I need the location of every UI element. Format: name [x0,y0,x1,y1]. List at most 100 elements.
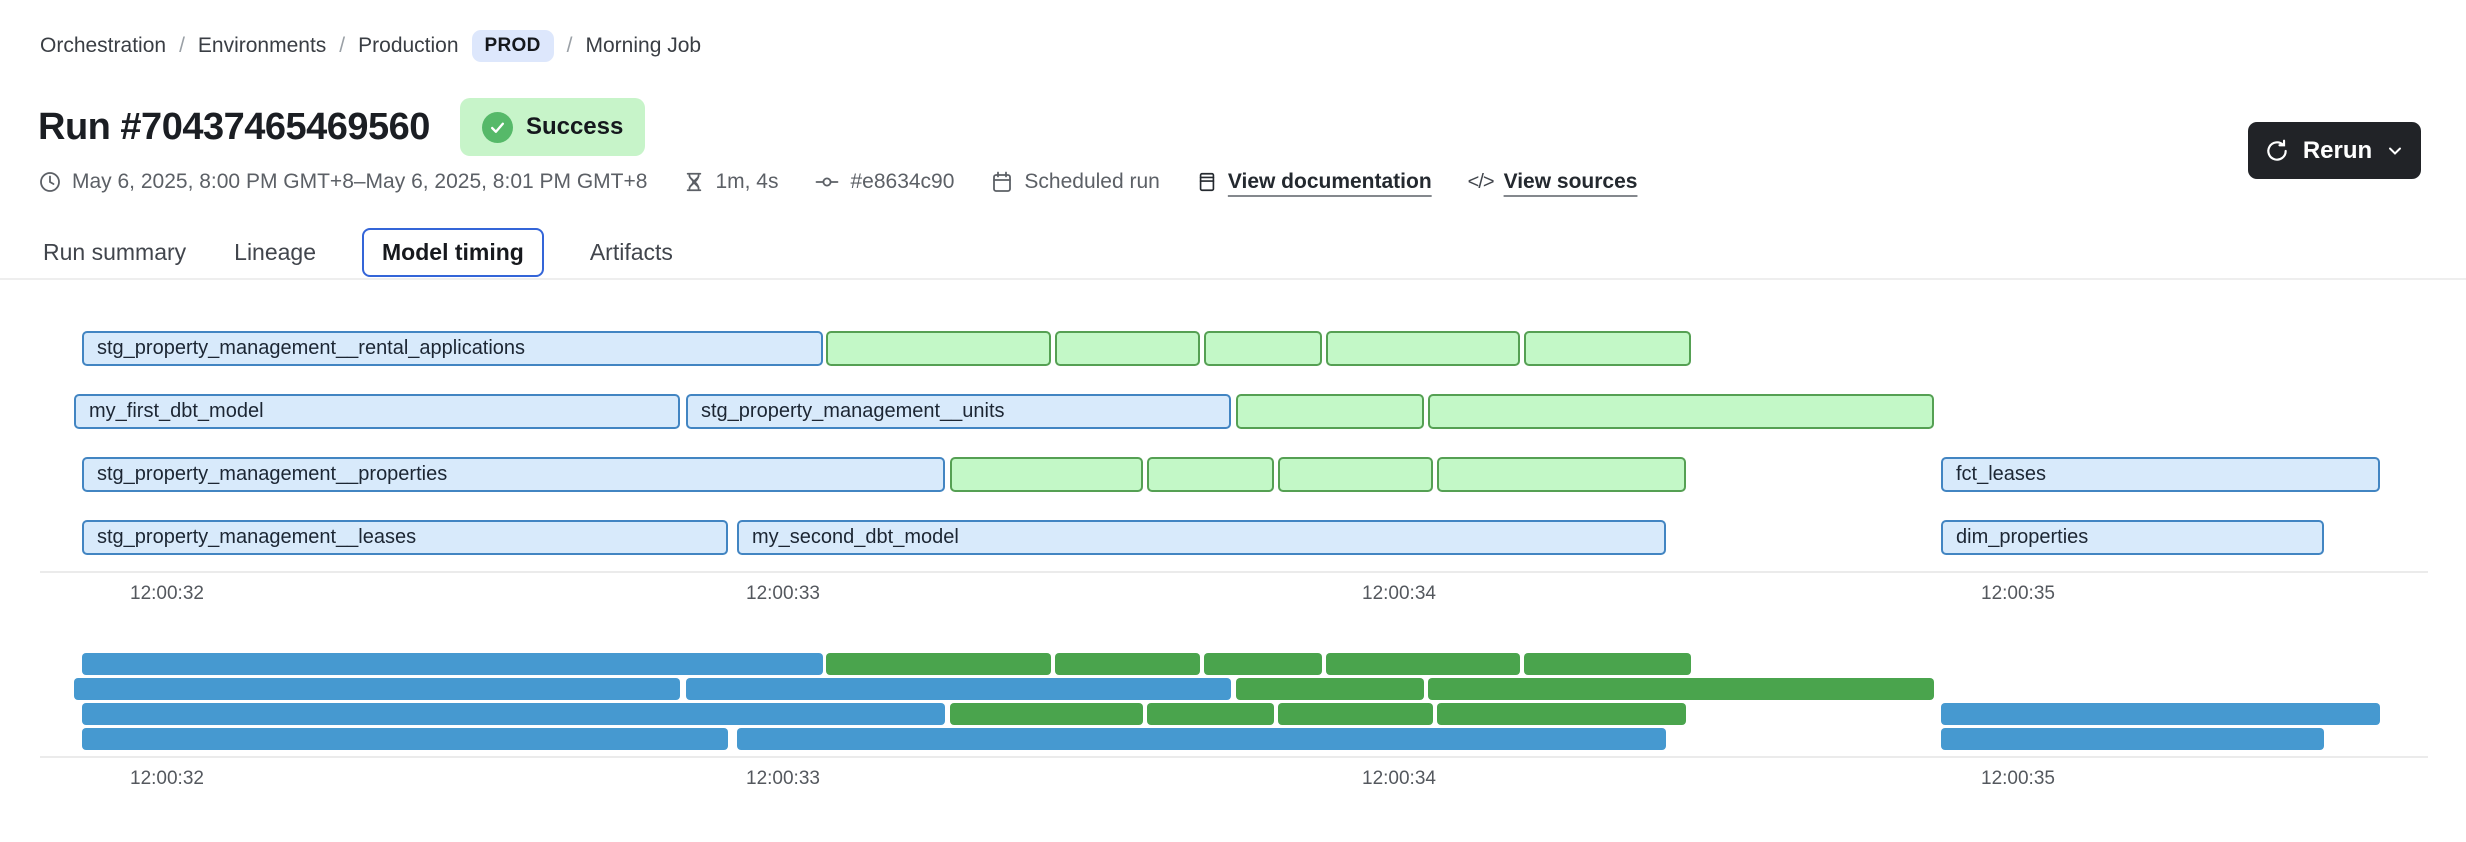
axis-tick-label: 12:00:33 [746,583,820,604]
minimap-bar [74,678,680,700]
breadcrumb-orchestration[interactable]: Orchestration [40,34,167,57]
minimap-bar [1437,703,1686,725]
commit-icon [816,177,839,187]
commit-hash: #e8634c90 [814,170,954,194]
status-badge: Success [459,98,646,156]
gantt-bar-label: fct_leases [1956,463,2047,485]
refresh-icon [2267,139,2287,161]
commit-hash-text: #e8634c90 [850,170,955,193]
gantt-bar-label: stg_property_management__rental_applicat… [97,337,526,359]
gantt-bar[interactable] [1147,457,1274,492]
axis-tick-label: 12:00:34 [1362,768,1436,789]
gantt-bar[interactable] [1524,331,1691,366]
gantt-bar[interactable]: stg_property_management__properties [82,457,945,492]
tabs-divider [0,278,2466,280]
minimap-bar [82,703,945,725]
minimap-axis-line [40,756,2428,758]
minimap-bar [826,653,1051,675]
axis-tick-label: 12:00:34 [1362,583,1436,604]
gantt-bar-label: my_second_dbt_model [752,526,959,548]
gantt-bar-label: stg_property_management__units [701,400,1005,422]
run-trigger-text: Scheduled run [1024,170,1160,193]
axis-tick-label: 12:00:32 [130,583,204,604]
minimap-bar [1204,653,1322,675]
tabs: Run summary Lineage Model timing Artifacts [41,228,675,277]
gantt-bar[interactable]: fct_leases [1941,457,2380,492]
chevron-down-icon [2389,147,2402,155]
gantt-bar[interactable] [1055,331,1200,366]
axis-tick-label: 12:00:35 [1981,768,2055,789]
view-sources[interactable]: </> View sources [1468,170,1638,194]
minimap-bar [950,703,1143,725]
gantt-bar-label: dim_properties [1956,526,2089,548]
gantt-bar[interactable]: dim_properties [1941,520,2324,555]
gantt-bar[interactable] [1204,331,1322,366]
breadcrumb-separator: / [566,34,573,57]
minimap-bar [1524,653,1691,675]
document-icon [1199,172,1215,192]
gantt-bar[interactable] [1278,457,1433,492]
gantt-bar[interactable]: my_first_dbt_model [74,394,680,429]
breadcrumb-separator: / [179,34,185,57]
gantt-bar[interactable]: stg_property_management__rental_applicat… [82,331,823,366]
hourglass-icon [687,172,702,192]
chart-axis-line [40,571,2428,573]
breadcrumb: Orchestration / Environments / Productio… [40,30,701,62]
title-row: Run #70437465469560 Success [38,98,646,156]
minimap-bar [686,678,1231,700]
status-badge-label: Success [525,113,624,140]
run-time-range: May 6, 2025, 8:00 PM GMT+8–May 6, 2025, … [38,170,647,194]
gantt-bar[interactable]: stg_property_management__leases [82,520,728,555]
minimap-bar [1278,703,1433,725]
tab-lineage[interactable]: Lineage [232,228,318,277]
environment-badge: PROD [471,30,554,62]
code-icon: </> [1467,170,1495,193]
minimap-bar [1941,703,2380,725]
gantt-bar[interactable] [1236,394,1424,429]
view-documentation[interactable]: View documentation [1196,170,1432,194]
run-time-range-text: May 6, 2025, 8:00 PM GMT+8–May 6, 2025, … [72,170,648,193]
minimap-bar [1147,703,1274,725]
minimap-bar [1055,653,1200,675]
gantt-bar-label: my_first_dbt_model [89,400,264,422]
gantt-bar[interactable]: my_second_dbt_model [737,520,1666,555]
minimap-bar [1236,678,1424,700]
calendar-icon [993,171,1012,192]
rerun-button-label: Rerun [2302,136,2373,164]
breadcrumb-morning-job[interactable]: Morning Job [585,34,702,57]
gantt-bar[interactable]: stg_property_management__units [686,394,1231,429]
minimap-bar [1326,653,1520,675]
minimap-bar [1941,728,2324,750]
view-sources-link[interactable]: View sources [1503,170,1638,193]
page-title: Run #70437465469560 [38,105,430,148]
axis-tick-label: 12:00:32 [130,768,204,789]
gantt-bar[interactable] [950,457,1143,492]
breadcrumb-separator: / [339,34,346,57]
view-documentation-link[interactable]: View documentation [1227,170,1432,193]
minimap-bar [1428,678,1934,700]
tab-artifacts[interactable]: Artifacts [588,228,675,277]
gantt-bar[interactable] [1437,457,1686,492]
minimap-bar [82,653,823,675]
axis-tick-label: 12:00:35 [1981,583,2055,604]
axis-tick-label: 12:00:33 [746,768,820,789]
run-trigger: Scheduled run [990,170,1160,194]
minimap-bar [737,728,1666,750]
gantt-bar[interactable] [826,331,1051,366]
gantt-bar[interactable] [1428,394,1934,429]
clock-icon [40,172,60,192]
gantt-bar[interactable] [1326,331,1520,366]
gantt-bar-label: stg_property_management__properties [97,463,448,485]
breadcrumb-environments[interactable]: Environments [197,34,327,57]
run-metadata: May 6, 2025, 8:00 PM GMT+8–May 6, 2025, … [38,170,1637,194]
tab-run-summary[interactable]: Run summary [41,228,188,277]
tab-model-timing[interactable]: Model timing [362,228,544,277]
gantt-bar-label: stg_property_management__leases [97,526,417,548]
run-duration-text: 1m, 4s [715,170,779,193]
minimap-bar [82,728,728,750]
breadcrumb-production[interactable]: Production [358,34,459,57]
rerun-button[interactable]: Rerun [2248,122,2421,179]
run-duration: 1m, 4s [683,170,778,194]
success-check-icon [481,111,513,143]
